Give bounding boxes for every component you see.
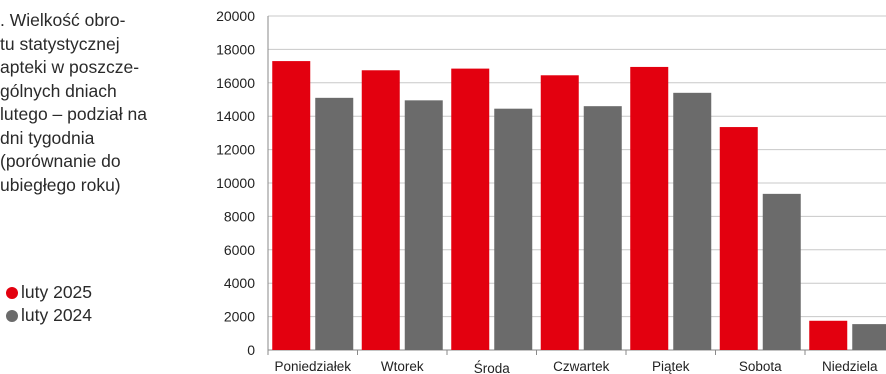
bar: [809, 320, 848, 350]
bar: [272, 61, 311, 351]
chart-caption: . Wielkość obro- tu statystycznej apteki…: [0, 9, 185, 197]
x-tick-label: Poniedziałek: [274, 359, 351, 374]
y-tick-label: 2000: [224, 309, 255, 325]
x-tick-label: Środa: [474, 361, 511, 374]
legend-dot-icon: [6, 286, 18, 299]
bar: [540, 75, 579, 350]
bar: [315, 97, 354, 350]
bar: [630, 66, 669, 350]
caption-line: gólnych dniach: [0, 80, 117, 101]
chart-legend: luty 2025 luty 2024: [6, 281, 92, 327]
caption-line: tu statystycznej: [0, 33, 120, 54]
y-tick-label: 4000: [224, 275, 255, 291]
bar: [762, 193, 801, 350]
caption-line: apteki w poszcze-: [0, 57, 140, 77]
bar: [852, 324, 886, 350]
x-tick-label: Sobota: [739, 359, 782, 374]
y-tick-label: 12000: [216, 142, 255, 158]
y-tick-label: 20000: [216, 8, 255, 24]
caption-line: dni tygodnia: [0, 127, 95, 148]
legend-label: luty 2024: [21, 305, 93, 325]
y-tick-label: 10000: [216, 175, 255, 191]
y-tick-label: 18000: [216, 41, 255, 57]
x-tick-label: Wtorek: [381, 359, 424, 374]
bar: [451, 68, 490, 350]
bar: [719, 127, 758, 351]
bar: [404, 100, 443, 351]
y-tick-label: 16000: [216, 75, 255, 91]
bar: [494, 108, 533, 350]
legend-label: luty 2025: [21, 282, 93, 302]
bar: [583, 106, 622, 351]
y-tick-label: 14000: [216, 108, 255, 124]
legend-item: luty 2024: [6, 304, 92, 327]
y-tick-label: 8000: [224, 208, 255, 224]
caption-line: lutego – podział na: [0, 104, 147, 124]
legend-item: luty 2025: [6, 281, 92, 304]
y-tick-label: 0: [247, 342, 255, 358]
legend-dot-icon: [6, 309, 18, 322]
x-tick-label: Piątek: [652, 359, 690, 374]
x-tick-label: Niedziela: [822, 359, 878, 374]
bar: [673, 92, 712, 350]
caption-line: . Wielkość obro-: [0, 10, 126, 30]
x-tick-label: Czwartek: [553, 359, 610, 374]
caption-line: ubiegłego roku): [0, 174, 121, 195]
caption-line: (porównanie do: [0, 151, 121, 171]
bar: [361, 70, 400, 351]
y-tick-label: 6000: [224, 242, 255, 258]
